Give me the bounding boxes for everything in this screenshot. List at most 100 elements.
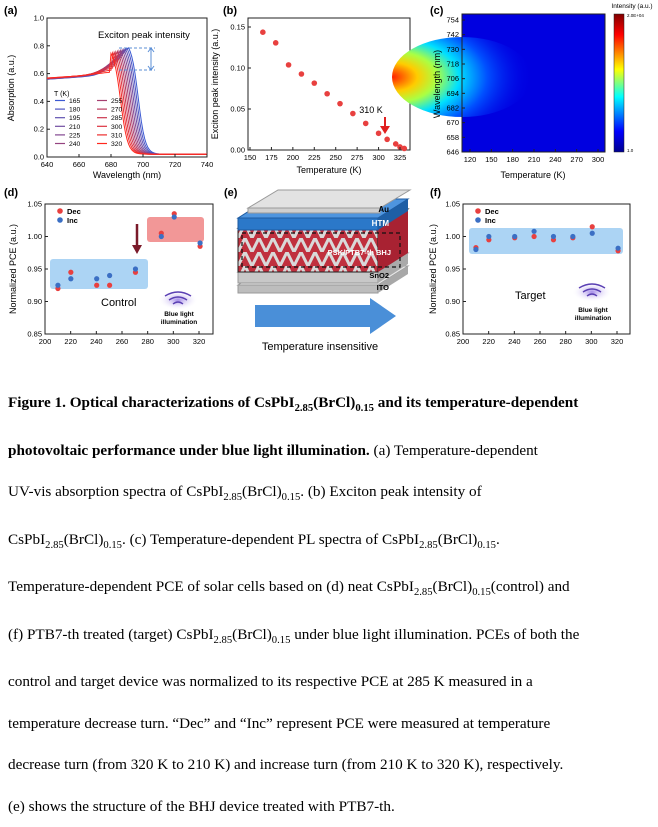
tick-label: 240 [90, 337, 103, 346]
exciton-bracket [119, 47, 155, 71]
layer-htm-label: HTM [372, 219, 390, 228]
panel-d-points [55, 211, 203, 292]
tick-label: 700 [137, 160, 150, 169]
caption-line-2: photovoltaic performance under blue ligh… [8, 430, 648, 472]
data-point [311, 80, 318, 86]
panel-d: (d) Dec Inc Control Blue light illuminat… [4, 187, 214, 346]
tick-label: 1.05 [445, 200, 460, 209]
panel-a-label: (a) [4, 5, 18, 17]
tick-label: 200 [457, 337, 470, 346]
tick-label: 730 [446, 45, 459, 54]
htm-layer [237, 217, 379, 231]
data-point [324, 90, 330, 97]
caption-line-3: UV-vis absorption spectra of CsPbI2.85(B… [8, 483, 482, 504]
panel-d-yticks: 0.85 0.90 0.95 1.00 1.05 [27, 200, 48, 339]
panel-c-yticks: 754 742 730 718 706 694 682 670 658 646 [446, 16, 465, 157]
control-label: Control [101, 297, 136, 309]
tick-label: 0.10 [230, 64, 245, 73]
panel-b-label: (b) [223, 5, 237, 17]
tick-label: 646 [446, 148, 459, 157]
data-point [384, 136, 390, 143]
panel-b: (b) 310 K 150 175 200 225 250 275 300 325 0.000… [210, 5, 411, 175]
tick-label: 1.05 [27, 200, 42, 209]
drop-arrow [132, 224, 142, 254]
dec-point [94, 282, 100, 288]
legend-label: 255 [111, 98, 123, 105]
legend-label: 270 [111, 107, 123, 114]
tick-label: 0.2 [34, 125, 44, 134]
ito-layer-side [378, 266, 408, 293]
data-point [362, 120, 369, 127]
panel-b-points [260, 29, 408, 152]
panel-c-xlabel: Temperature (K) [500, 170, 565, 180]
data-point [337, 100, 343, 107]
light-waves-icon [164, 291, 192, 305]
panel-f-points [473, 224, 621, 254]
tick-label: 682 [446, 104, 459, 113]
tick-label: 280 [559, 337, 572, 346]
blue-light-icon [158, 290, 198, 310]
inc-point [531, 228, 537, 234]
tick-label: 280 [141, 337, 154, 346]
tick-label: 300 [592, 155, 605, 164]
legend-label: 320 [111, 141, 123, 148]
blue-light-line1: Blue light [578, 307, 608, 314]
tick-label: 250 [329, 153, 342, 162]
target-label: Target [515, 290, 546, 302]
colorbar-title: Intensity (a.u.) [611, 3, 652, 10]
panel-c: (c) Intensity (a.u.) 2.0E+04 1.0 120 150 1… [392, 3, 653, 180]
caption-line-5: Temperature-dependent PCE of solar cells… [8, 578, 570, 599]
tick-label: 640 [41, 160, 54, 169]
legend-inc-marker [475, 217, 481, 223]
tick-label: 270 [570, 155, 583, 164]
legend-inc-label: Inc [67, 216, 78, 225]
legend-label: 310 [111, 132, 123, 139]
legend-label: 240 [69, 141, 81, 148]
tick-label: 180 [506, 155, 519, 164]
legend-inc-marker [57, 217, 63, 223]
data-point [392, 141, 399, 147]
tick-label: 670 [446, 118, 459, 127]
data-point [272, 40, 279, 46]
panel-b-xlabel: Temperature (K) [296, 165, 361, 175]
legend-label: 195 [69, 115, 81, 122]
inc-point [107, 272, 113, 279]
tick-label: 260 [116, 337, 129, 346]
panel-a-legend-title: T (K) [54, 91, 69, 98]
layer-au-label: Au [378, 205, 389, 214]
data-point [298, 71, 305, 77]
inc-point [68, 276, 74, 282]
dec-point [107, 282, 113, 288]
panel-f-legend: Dec Inc [475, 207, 499, 225]
tick-label: 150 [244, 153, 257, 162]
tick-label: 0.90 [445, 297, 460, 306]
tick-label: 694 [446, 89, 459, 98]
tick-label: 300 [167, 337, 180, 346]
tick-label: 0.00 [230, 146, 245, 155]
inc-point [158, 233, 164, 240]
tick-label: 742 [446, 30, 459, 39]
panel-b-xticks: 150 175 200 225 250 275 300 325 [244, 147, 406, 162]
dec-point [531, 233, 537, 240]
ito-layer [237, 284, 379, 294]
colorbar-min: 1.0 [627, 148, 634, 153]
tick-label: 120 [464, 155, 477, 164]
legend-label: 285 [111, 115, 123, 122]
panel-b-annotation: 310 K [359, 105, 383, 115]
tick-label: 0.15 [230, 23, 245, 32]
inc-point [197, 240, 203, 246]
absorption-curve [46, 51, 207, 155]
tick-label: 1.00 [27, 232, 42, 241]
caption-bold: Figure 1. Optical characterizations of C… [8, 394, 578, 414]
tick-label: 658 [446, 133, 459, 142]
blue-light-line1: Blue light [164, 311, 194, 318]
caption-line-6: (f) PTB7-th treated (target) CsPbI2.85(B… [8, 625, 580, 646]
data-point [285, 62, 292, 68]
control-high-band [147, 217, 204, 242]
layer-sno2-label: SnO2 [369, 271, 389, 280]
panel-a: (a) Exciton peak intensity T (K) 1651801… [4, 5, 213, 180]
tick-label: 225 [308, 153, 321, 162]
panel-a-xticks: 640 660 680 700 720 740 [41, 154, 213, 169]
tick-label: 200 [287, 153, 300, 162]
